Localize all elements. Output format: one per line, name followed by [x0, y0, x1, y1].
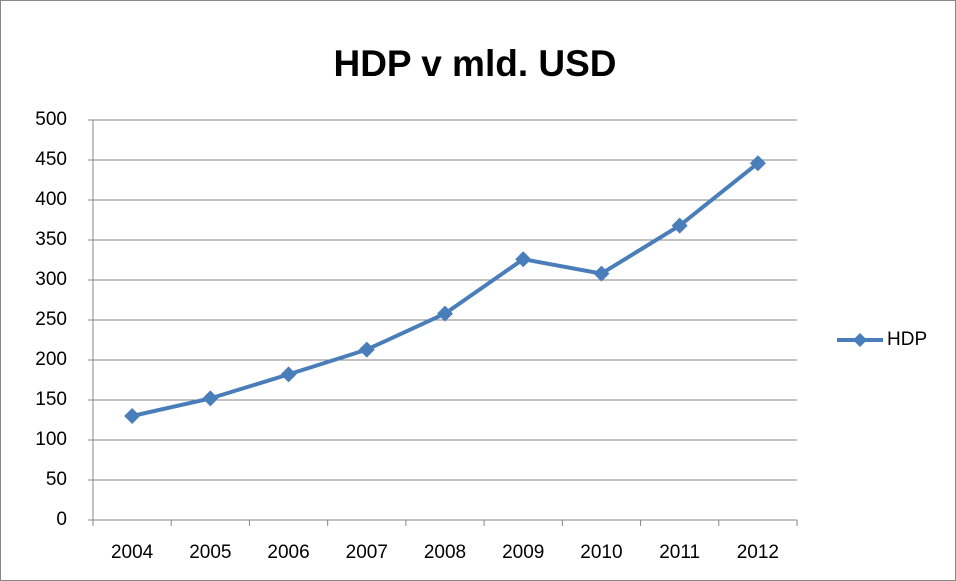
y-tick-label: 250: [35, 309, 67, 330]
legend-marker: [853, 333, 867, 347]
x-tick-label: 2004: [111, 542, 154, 563]
data-point: [124, 408, 141, 424]
x-tick-label: 2010: [580, 542, 622, 563]
y-tick-label: 450: [35, 149, 67, 170]
x-tick-label: 2011: [659, 542, 700, 563]
data-point: [515, 251, 532, 268]
y-tick-label: 300: [35, 269, 67, 290]
data-point: [749, 155, 766, 172]
x-tick-label: 2005: [189, 542, 231, 563]
y-tick-label: 150: [35, 389, 67, 410]
data-point: [280, 366, 297, 383]
chart-title: HDP v mld. USD: [333, 43, 616, 84]
y-tick-label: 400: [35, 189, 67, 210]
y-tick-label: 350: [35, 229, 67, 250]
data-point: [593, 265, 610, 282]
data-point: [358, 341, 375, 358]
x-tick-label: 2006: [267, 542, 309, 563]
x-tick-label: 2008: [424, 542, 466, 563]
x-tick-label: 2007: [346, 542, 388, 563]
x-tick-label: 2009: [502, 542, 544, 563]
y-tick-label: 0: [56, 509, 67, 530]
legend-label: HDP: [887, 329, 927, 350]
data-point: [437, 305, 453, 322]
data-point: [202, 390, 219, 407]
data-point: [671, 217, 688, 234]
y-tick-label: 100: [35, 429, 67, 450]
y-tick-label: 200: [35, 349, 67, 370]
y-tick-label: 50: [46, 469, 67, 490]
x-tick-label: 2012: [737, 542, 779, 563]
y-tick-label: 500: [35, 109, 67, 130]
